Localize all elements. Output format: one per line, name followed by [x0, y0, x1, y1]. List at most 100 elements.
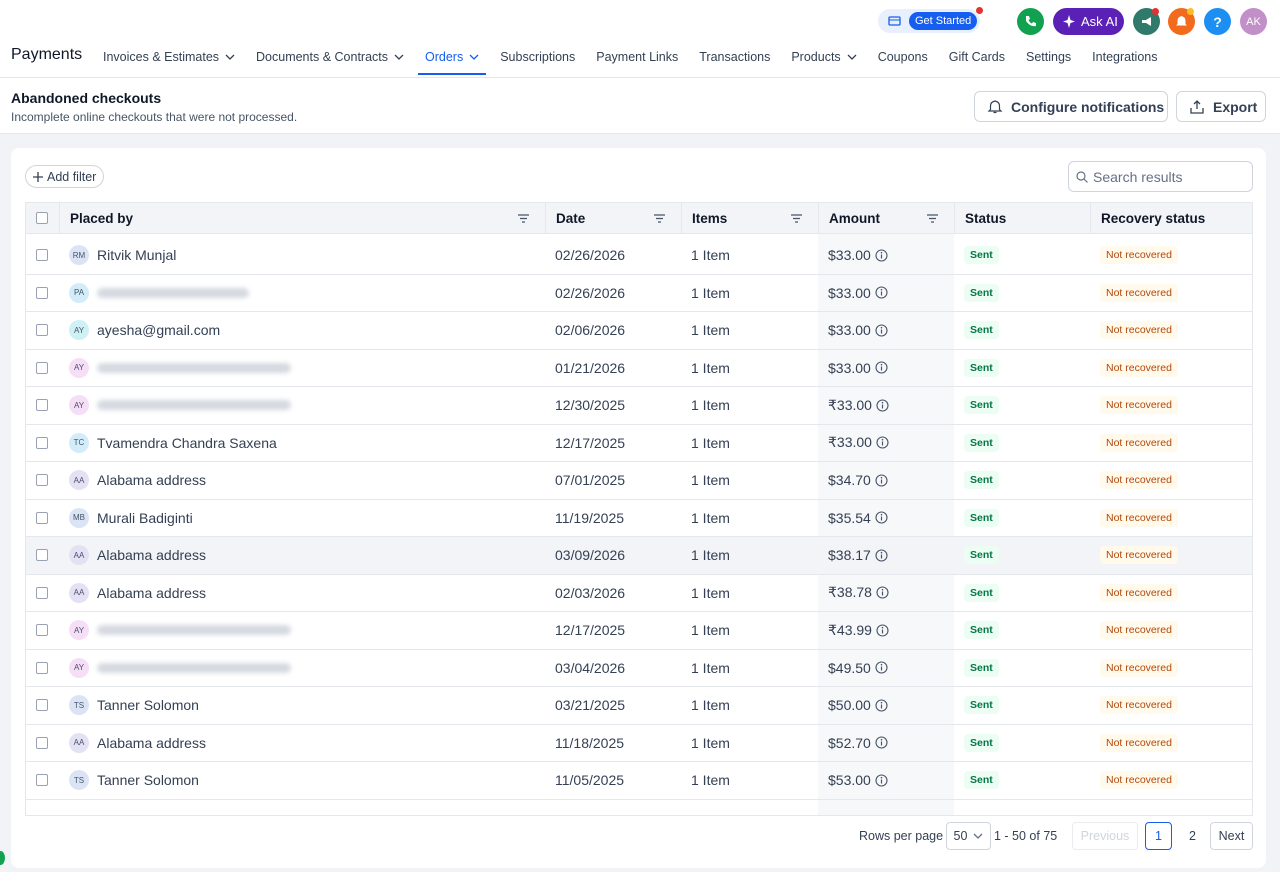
amount-info[interactable] [875, 474, 888, 487]
checkbox[interactable] [36, 249, 48, 262]
column-filter[interactable] [518, 211, 529, 226]
configure-button[interactable]: Configure notifications [974, 91, 1168, 122]
table-row[interactable]: AY 03/04/2026 1 Item $49.50 Sent Not recovere… [26, 650, 1252, 687]
checkbox[interactable] [36, 774, 48, 787]
amount-info[interactable] [875, 699, 888, 712]
amount-info[interactable] [875, 549, 888, 562]
page-title: Abandoned checkouts [11, 90, 162, 106]
checkbox[interactable] [36, 511, 48, 524]
table-row[interactable]: AY 01/21/2026 1 Item $33.00 Sent Not recovere… [26, 350, 1252, 387]
phone-icon [1026, 16, 1036, 27]
nav-tab[interactable]: Transactions [699, 47, 770, 67]
customer-name: ayesha@gmail.com [97, 322, 221, 339]
amount-info[interactable] [875, 249, 888, 262]
checkbox[interactable] [36, 586, 48, 599]
checkbox[interactable] [36, 699, 48, 712]
notification-dot [976, 7, 983, 14]
amount-info[interactable] [875, 661, 888, 674]
column-header: Date [545, 203, 681, 233]
filter-icon [791, 213, 802, 223]
ask-ai[interactable]: Ask AI [1053, 8, 1124, 35]
amount-info[interactable] [875, 361, 888, 374]
search-box[interactable]: Search results [1068, 161, 1253, 192]
table-row[interactable]: AY 12/30/2025 1 Item ₹33.00 Sent Not recovere… [26, 387, 1252, 425]
amount-info[interactable] [875, 286, 888, 299]
checkbox[interactable] [36, 661, 48, 674]
table-row[interactable]: AA Alabama address 03/09/2026 1 Item $38.17 S… [26, 537, 1252, 575]
checkbox[interactable] [36, 436, 48, 449]
checkbox[interactable] [36, 624, 48, 637]
table-row[interactable]: TC Tvamendra Chandra Saxena 12/17/2025 1 It… [26, 425, 1252, 462]
megaphone-icon [1142, 17, 1151, 26]
column-filter[interactable] [791, 211, 802, 226]
header-row: Placed by Date Items Amount Status Recovery s… [26, 203, 1252, 234]
amount-info[interactable] [876, 436, 889, 449]
status-cell: Sent [954, 687, 999, 724]
nav-tab[interactable]: Orders [418, 47, 487, 75]
nav-tab[interactable]: Documents & Contracts [256, 47, 404, 67]
amount-info[interactable] [875, 736, 888, 749]
get-started[interactable]: Get Started [909, 12, 978, 30]
amount-info[interactable] [875, 774, 888, 787]
items-cell: 1 Item [691, 397, 730, 414]
nav-tab[interactable]: Products [791, 47, 857, 67]
info-icon [876, 624, 889, 637]
checkbox[interactable] [36, 324, 48, 337]
amount-info[interactable] [876, 399, 889, 412]
table-row[interactable]: AA Alabama address 02/03/2026 1 Item ₹38.78 S… [26, 575, 1252, 612]
bell-button[interactable] [1168, 8, 1195, 35]
ask-ai-label: Ask AI [1081, 14, 1118, 29]
table-row[interactable]: TS Tanner Solomon 11/05/2025 1 Item $53.00 Se… [26, 762, 1252, 800]
column-filter[interactable] [927, 211, 938, 226]
nav-tab[interactable]: Integrations [1092, 47, 1157, 67]
amount: ₹33.00 [828, 396, 872, 413]
table-row[interactable]: MB Murali Badiginti 11/19/2025 1 Item $35.54… [26, 500, 1252, 537]
date-cell: 12/17/2025 [555, 434, 626, 451]
recovery-badge: Not recovered [1100, 583, 1178, 602]
help-button[interactable]: ? [1204, 8, 1231, 35]
amount-info[interactable] [876, 586, 889, 599]
checkbox[interactable] [36, 474, 48, 487]
table-row[interactable]: RM Ritvik Munjal 02/26/2026 1 Item $33.00 Sen… [26, 237, 1252, 275]
amount-info[interactable] [876, 624, 889, 637]
table-row[interactable]: PA 02/26/2026 1 Item $33.00 Sent Not recovere… [26, 275, 1252, 312]
table-row[interactable]: AY 12/17/2025 1 Item ₹43.99 Sent Not recovere… [26, 612, 1252, 650]
placed-by-cell: PA [59, 275, 545, 312]
search-placeholder: Search results [1093, 168, 1183, 185]
amount-info[interactable] [875, 324, 888, 337]
table-row[interactable]: AA Alabama address 11/18/2025 1 Item $52.70 S… [26, 725, 1252, 762]
nav-tab[interactable]: Gift Cards [949, 47, 1005, 67]
table-row[interactable]: TS Tanner Solomon 03/21/2025 1 Item $50.00 Se… [26, 687, 1252, 725]
checkbox[interactable] [36, 736, 48, 749]
page-button[interactable]: 1 [1145, 822, 1172, 850]
export-button[interactable]: Export [1176, 91, 1266, 122]
user-avatar[interactable]: AK [1240, 8, 1267, 35]
page-button[interactable]: 2 [1179, 822, 1206, 850]
nav-tab[interactable]: Subscriptions [500, 47, 575, 67]
rows-per-page-select[interactable]: 50 [946, 822, 991, 850]
next-button[interactable]: Next [1210, 822, 1253, 850]
checkbox[interactable] [36, 286, 48, 299]
status-badge: Sent [964, 621, 999, 640]
phone-button[interactable] [1017, 8, 1044, 35]
nav-tab[interactable]: Coupons [878, 47, 928, 67]
items-cell: 1 Item [691, 584, 730, 601]
checkbox[interactable] [36, 549, 48, 562]
checkbox[interactable] [36, 361, 48, 374]
items-cell: 1 Item [691, 509, 730, 526]
add-filter[interactable]: Add filter [25, 165, 105, 188]
avatar: PA [69, 282, 89, 303]
export-icon [1190, 99, 1204, 114]
column-filter[interactable] [654, 211, 665, 226]
table-row[interactable]: AY ayesha@gmail.com 02/06/2026 1 Item $33.00… [26, 312, 1252, 350]
checkbox[interactable] [36, 399, 48, 412]
nav-tab[interactable]: Payment Links [596, 47, 678, 67]
status-badge: Sent [964, 396, 999, 415]
amount-info[interactable] [875, 511, 888, 524]
status-badge: Sent [964, 658, 999, 677]
table-row[interactable]: AA Alabama address 07/01/2025 1 Item $34.70 S… [26, 462, 1252, 500]
nav-tab[interactable]: Invoices & Estimates [103, 47, 235, 67]
checkbox[interactable] [36, 212, 48, 224]
nav-tab[interactable]: Settings [1026, 47, 1071, 67]
date-cell: 03/21/2025 [555, 697, 626, 714]
